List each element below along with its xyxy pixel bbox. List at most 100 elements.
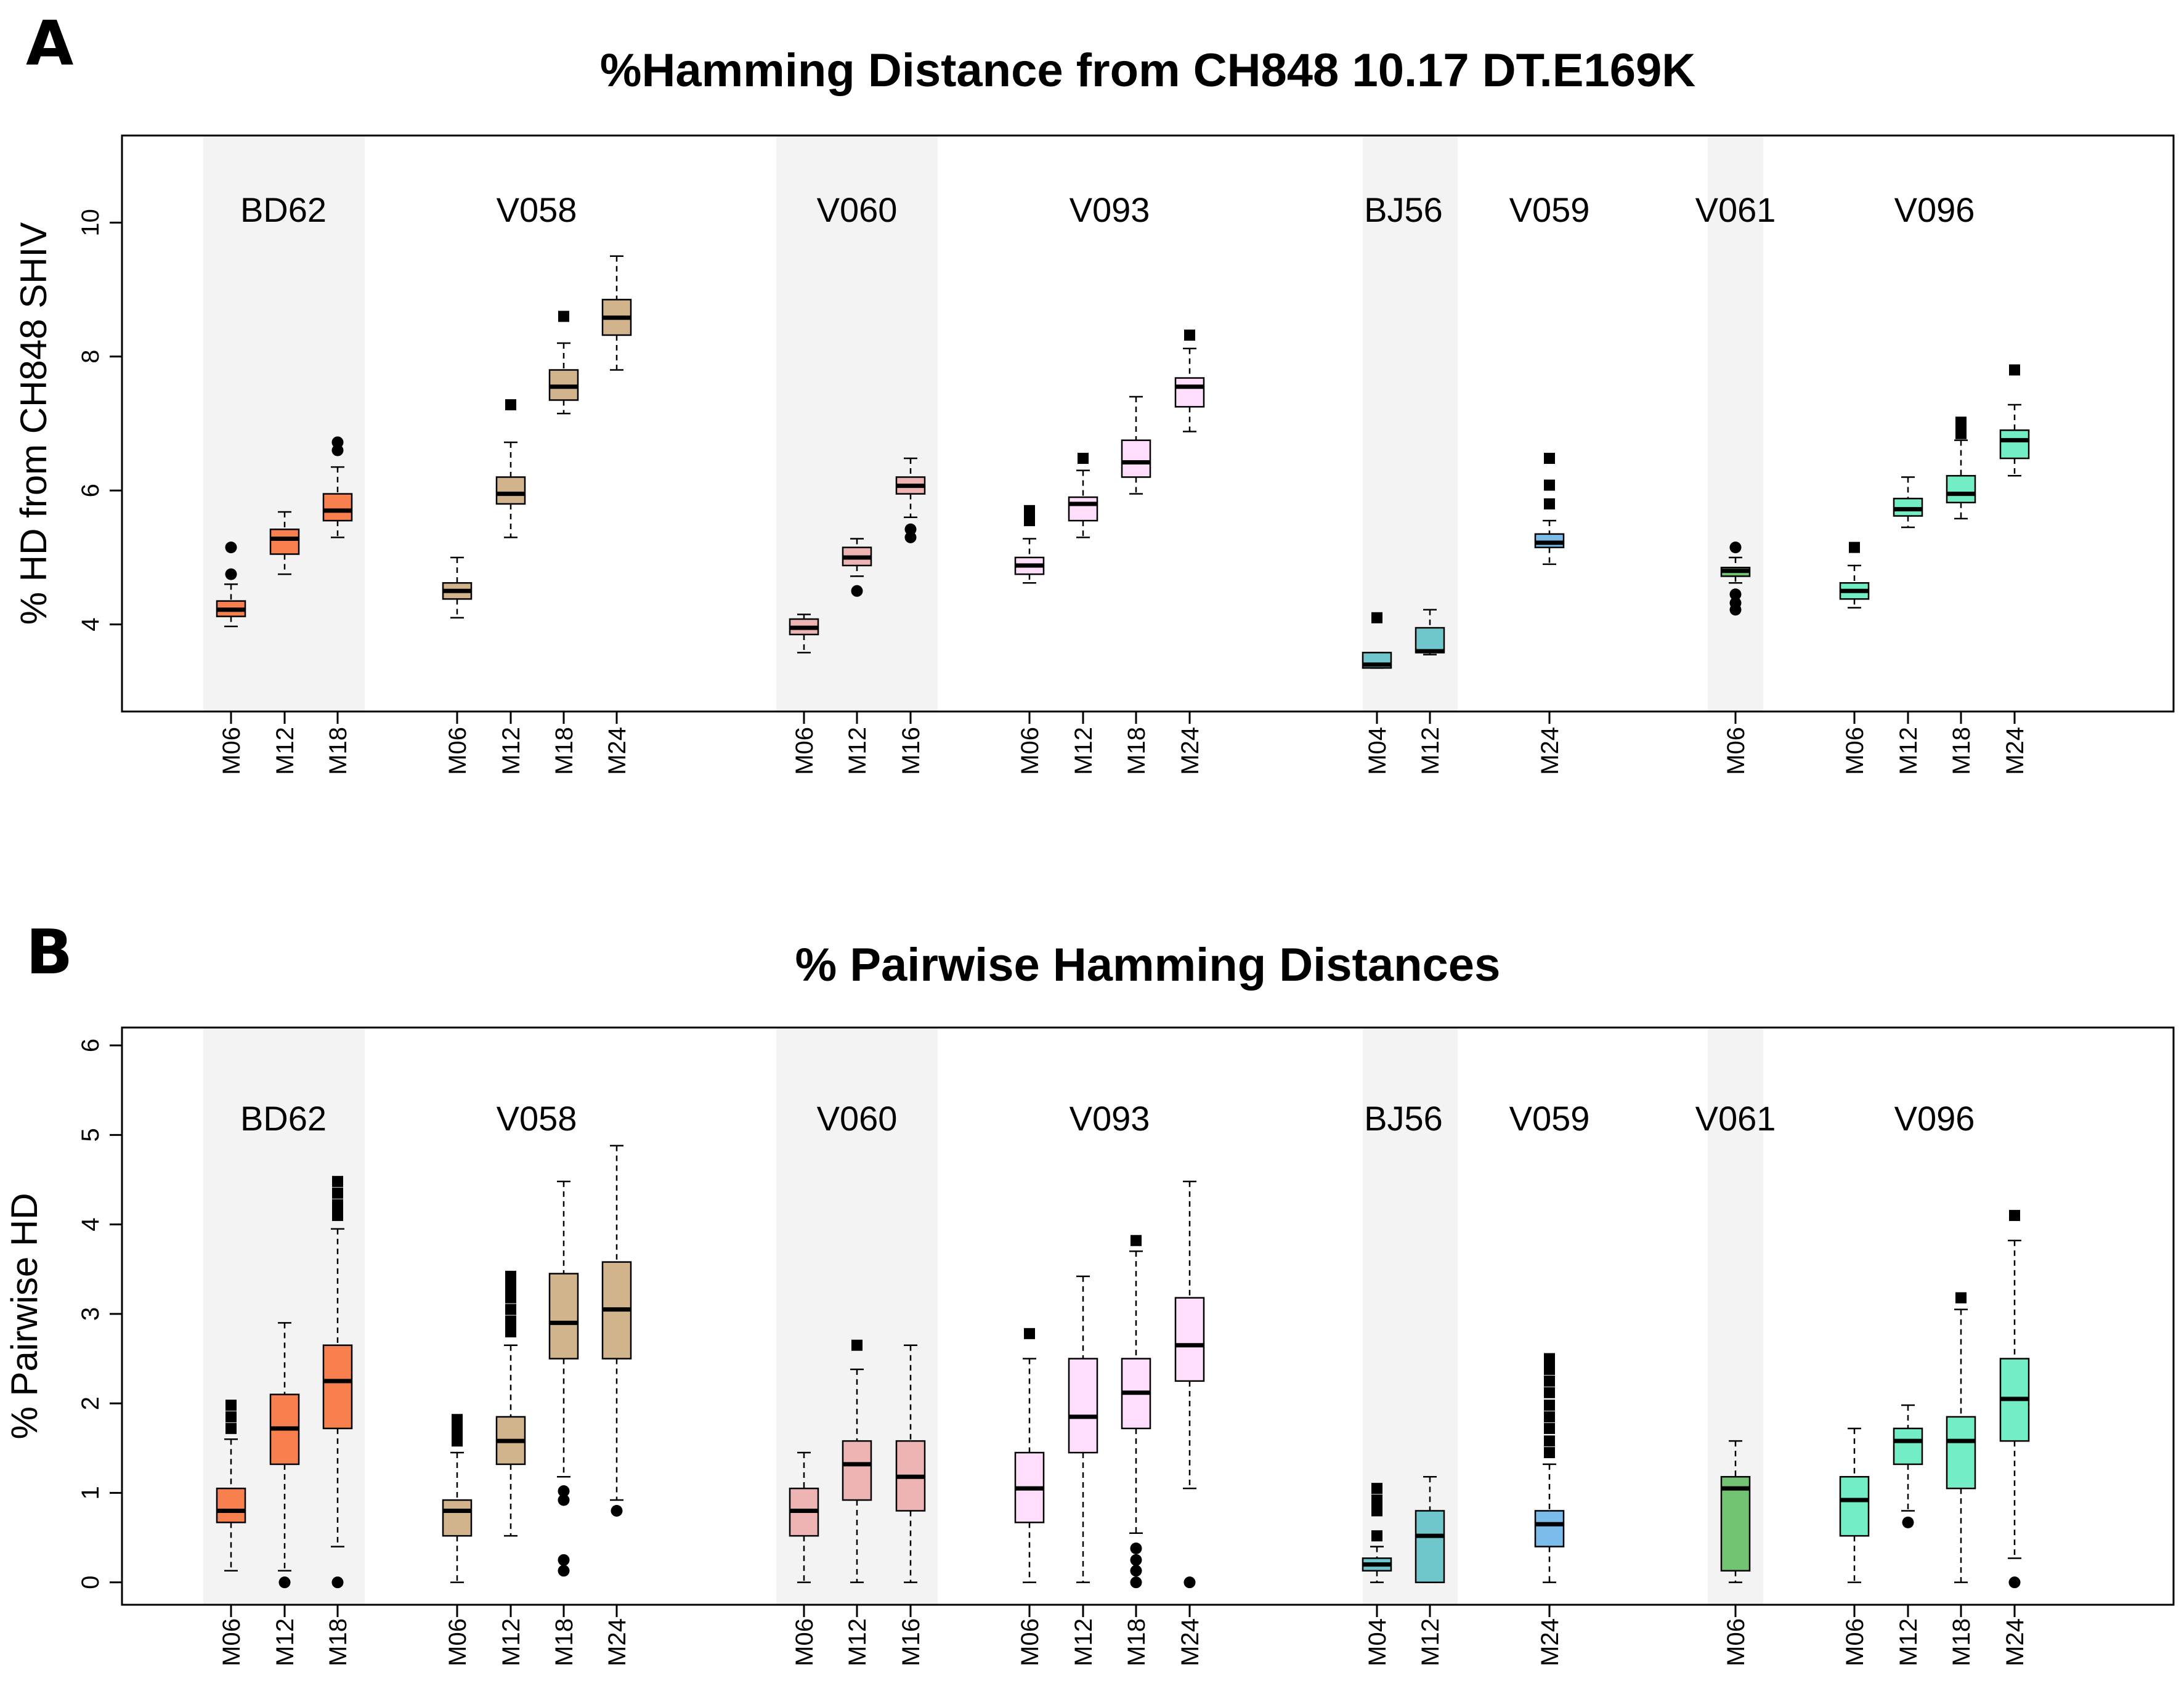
group-label-bd62: BD62: [240, 1099, 327, 1138]
x-tick-label: M12: [272, 1618, 299, 1666]
outlier-point: [904, 523, 917, 535]
box-v060-m16: [895, 1344, 926, 1583]
outlier-point: [1544, 479, 1555, 491]
outlier-point: [332, 1187, 343, 1199]
x-tick-label: M06: [791, 727, 818, 775]
box-v058-m18: [548, 1180, 579, 1577]
y-tick-label: 10: [77, 209, 104, 237]
box-v096-m24: [1999, 364, 2030, 477]
outlier-point: [1544, 1353, 1555, 1365]
outlier-point: [331, 444, 344, 456]
box-bj56-m04: [1362, 612, 1392, 669]
x-tick-label: M18: [1948, 727, 1975, 775]
plot-frame: [121, 1026, 2175, 1606]
box-body: [842, 1440, 872, 1501]
x-tick-label: M18: [1123, 727, 1150, 775]
x-tick-label: M18: [551, 1618, 578, 1666]
outlier-point: [505, 1270, 516, 1282]
outlier-point: [1544, 1435, 1555, 1447]
x-tick-label: M12: [1417, 727, 1444, 775]
x-tick-label: M06: [791, 1618, 818, 1666]
panel-letter: A: [26, 7, 73, 79]
box-v061-m06: [1720, 541, 1751, 616]
box-body: [1068, 1358, 1098, 1454]
outlier-point: [332, 1199, 343, 1210]
box-bd62-m12: [269, 511, 300, 575]
group-label-v059: V059: [1509, 190, 1590, 229]
panel-b-chart: B % Pairwise Hamming Distances 0 1 2 3 4 5 6 % Pa…: [4, 916, 2175, 1666]
box-v096-m12: [1893, 476, 1923, 529]
chart-title: % Pairwise Hamming Distances: [795, 939, 1501, 991]
box-v093-m24: [1174, 329, 1205, 432]
x-tick-label: M12: [1070, 1618, 1097, 1666]
outlier-point: [2008, 1576, 2021, 1589]
outlier-point: [1183, 1576, 1196, 1589]
outlier-point: [505, 1315, 516, 1327]
group-label-bj56: BJ56: [1364, 1099, 1443, 1138]
box-bd62-m06: [216, 541, 246, 628]
x-tick-label: M16: [898, 727, 925, 775]
y-tick-label: 4: [77, 618, 104, 631]
outlier-point: [1078, 453, 1089, 464]
box-bd62-m06: [216, 1400, 246, 1572]
outlier-point: [452, 1414, 463, 1425]
outlier-point: [1544, 1400, 1555, 1411]
outlier-point: [558, 310, 569, 322]
box-body: [322, 1344, 353, 1430]
x-tick-label: M16: [898, 1618, 925, 1666]
x-tick-label: M24: [604, 727, 631, 775]
outlier-point: [452, 1424, 463, 1436]
y-axis-label: % HD from CH848 SHIV: [13, 222, 54, 625]
x-tick-label: M12: [1417, 1618, 1444, 1666]
outlier-point: [1544, 498, 1555, 509]
outlier-point: [1955, 416, 1967, 428]
box-body: [1720, 1476, 1751, 1572]
box-v058-m18: [548, 310, 579, 415]
box-body: [495, 476, 526, 505]
x-tick-label: M24: [1177, 1618, 1204, 1666]
outlier-point: [1371, 1530, 1382, 1542]
box-body: [1946, 475, 1976, 504]
outlier-point: [225, 1422, 237, 1434]
outlier-point: [505, 1292, 516, 1304]
outlier-point: [1955, 1292, 1967, 1304]
x-tick-label: M12: [844, 727, 871, 775]
x-tick-label: M06: [444, 727, 471, 775]
box-body: [1999, 429, 2030, 460]
outlier-point: [1184, 329, 1195, 341]
box-v059-m24: [1534, 1353, 1565, 1583]
outlier-point: [2009, 364, 2020, 376]
outlier-point: [505, 1304, 516, 1315]
box-body: [1946, 1416, 1976, 1490]
box-v058-m06: [442, 1414, 473, 1583]
box-bj56-m12: [1415, 1476, 1445, 1583]
x-tick-label: M18: [551, 727, 578, 775]
outlier-point: [332, 1210, 343, 1222]
y-axis-label: % Pairwise HD: [4, 1193, 45, 1439]
outlier-point: [225, 568, 237, 580]
x-tick-label: M12: [1895, 1618, 1922, 1666]
group-label-v060: V060: [817, 1099, 898, 1138]
x-tick-label: M12: [498, 727, 525, 775]
x-tick-label: M18: [1123, 1618, 1150, 1666]
outlier-point: [1371, 1505, 1382, 1517]
x-tick-label: M06: [1841, 727, 1869, 775]
outlier-point: [1544, 1375, 1555, 1387]
group-label-v093: V093: [1070, 190, 1150, 229]
box-v058-m12: [495, 399, 526, 538]
outlier-point: [278, 1576, 291, 1589]
x-tick-label: M06: [1723, 727, 1750, 775]
box-body: [1121, 439, 1151, 478]
panel-letter: B: [26, 916, 73, 988]
outlier-point: [1024, 1328, 1035, 1339]
box-bd62-m18: [322, 436, 353, 538]
outlier-point: [1544, 1422, 1555, 1434]
outlier-point: [1130, 1554, 1142, 1566]
outlier-point: [1371, 612, 1382, 623]
box-v058-m24: [601, 1145, 632, 1517]
outlier-point: [558, 1494, 570, 1506]
box-body: [1415, 627, 1445, 654]
box-v096-m18: [1946, 1292, 1976, 1583]
outlier-point: [558, 1554, 570, 1566]
